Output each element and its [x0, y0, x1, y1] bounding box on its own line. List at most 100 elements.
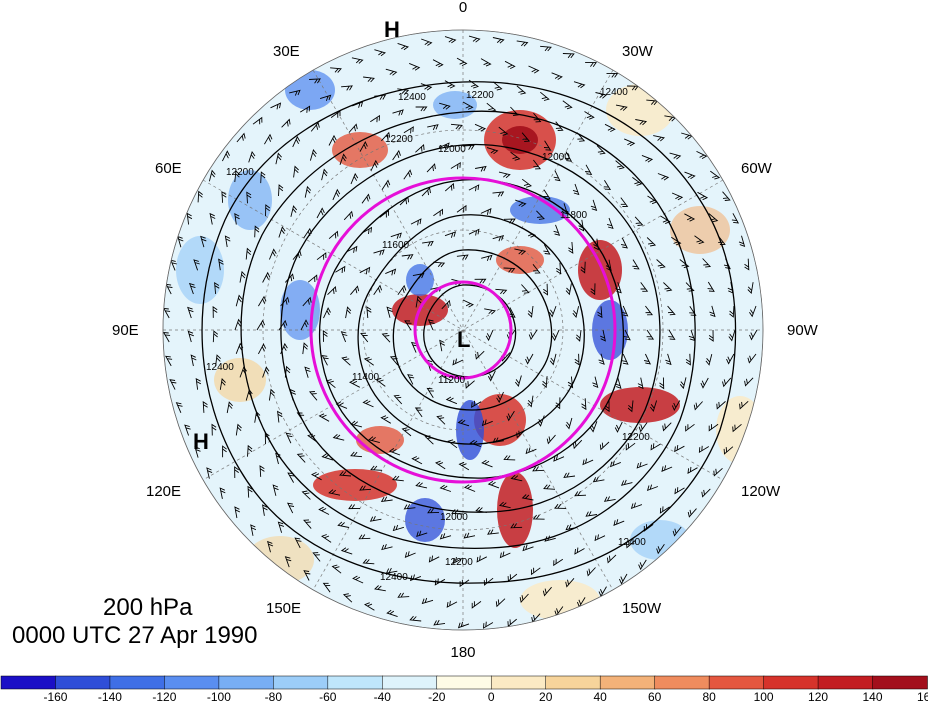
wind-barb [452, 556, 464, 565]
wind-barb [458, 461, 470, 471]
colorbar-swatch [545, 675, 601, 690]
wind-barb [433, 261, 446, 268]
lon-label-180: 180 [450, 644, 475, 661]
wind-barb [234, 318, 242, 331]
wind-barb [426, 163, 436, 173]
wind-barb [498, 171, 511, 179]
wind-barb [521, 284, 530, 294]
wind-barb [700, 377, 709, 389]
wind-barb [463, 484, 476, 492]
wind-barb [624, 138, 636, 147]
wind-barb [322, 582, 331, 593]
wind-barb [606, 72, 619, 78]
wind-barb [600, 329, 606, 342]
colorbar-tick-label: 160 [917, 690, 928, 702]
wind-barb [277, 410, 283, 423]
wind-barb [248, 151, 256, 163]
wind-barb [444, 36, 457, 44]
contour-label: 12200 [385, 134, 413, 145]
wind-barb [187, 330, 194, 343]
wind-barb [369, 516, 382, 522]
wind-barb [499, 551, 511, 559]
wind-barb [410, 218, 422, 226]
wind-barb [580, 261, 586, 274]
wind-barb [436, 415, 446, 425]
wind-barb [516, 429, 526, 439]
wind-barb [310, 121, 320, 132]
wind-barb [640, 282, 649, 292]
wind-barb [510, 106, 519, 117]
wind-barb [708, 329, 714, 342]
wind-barb [289, 388, 296, 401]
wind-barb [397, 592, 410, 598]
wind-barb [663, 282, 673, 292]
wind-barb [439, 533, 452, 540]
wind-barb [341, 85, 353, 91]
wind-barb [468, 228, 480, 236]
wind-barb [653, 135, 665, 142]
colorbar-swatch [763, 675, 819, 690]
wind-barb [747, 282, 754, 295]
blob [406, 264, 434, 296]
wind-barb [427, 508, 440, 514]
wind-barb [245, 388, 253, 401]
wind-barb [542, 586, 552, 597]
wind-barb [264, 432, 270, 445]
lon-label-150e: 150E [266, 600, 301, 617]
wind-barb [325, 379, 336, 389]
wind-barb [316, 252, 327, 261]
wind-barb [671, 236, 682, 246]
wind-barb [218, 258, 224, 271]
wind-barb [661, 465, 673, 472]
wind-barb [516, 85, 527, 95]
wind-barb [264, 133, 273, 145]
wind-barb [337, 521, 350, 528]
wind-barb [302, 296, 312, 307]
wind-barb [636, 461, 648, 469]
longitude-labels: 0 30W 60W 90W 120W 150W 180 150E 120E 90… [112, 0, 819, 661]
wind-barb [278, 319, 288, 331]
wind-barb [318, 413, 330, 422]
wind-barb [289, 89, 301, 96]
wind-barb [615, 377, 622, 390]
low-pressure-label: L [457, 327, 470, 352]
wind-barb [457, 621, 470, 629]
wind-barb [293, 165, 299, 178]
wind-barb [462, 144, 475, 150]
contour-label: 12000 [438, 144, 466, 155]
wind-barb [388, 448, 401, 456]
wind-barb [299, 105, 311, 113]
wind-barb [659, 377, 665, 390]
wind-barb [495, 598, 506, 608]
wind-barb [528, 329, 538, 341]
lon-label-60w: 60W [741, 160, 773, 177]
wind-barb [590, 199, 598, 211]
wind-barb [659, 506, 670, 514]
wind-barb [527, 305, 534, 318]
wind-barb [684, 171, 696, 180]
wind-barb [480, 58, 492, 67]
wind-barb [451, 509, 464, 515]
wind-barb [301, 490, 311, 500]
wind-barb [510, 151, 521, 161]
wind-barb [375, 377, 386, 387]
blob [332, 132, 388, 168]
wind-barb [187, 306, 194, 319]
wind-barb [710, 170, 721, 180]
wind-barb [456, 57, 468, 67]
colorbar-tick-label: -80 [265, 690, 283, 702]
wind-barb [729, 305, 735, 318]
wind-barb [516, 40, 529, 47]
wind-barb [433, 619, 446, 626]
lon-label-30w: 30W [622, 43, 654, 60]
wind-barb [352, 101, 364, 108]
wind-barb [574, 491, 587, 497]
wind-barb [665, 353, 672, 366]
wind-barb [287, 472, 295, 483]
wind-barb [582, 458, 594, 466]
wind-barb [732, 423, 742, 433]
wind-barb [708, 213, 719, 223]
wind-barb [722, 191, 731, 201]
wind-barb [350, 420, 363, 428]
wind-barb [323, 307, 331, 319]
